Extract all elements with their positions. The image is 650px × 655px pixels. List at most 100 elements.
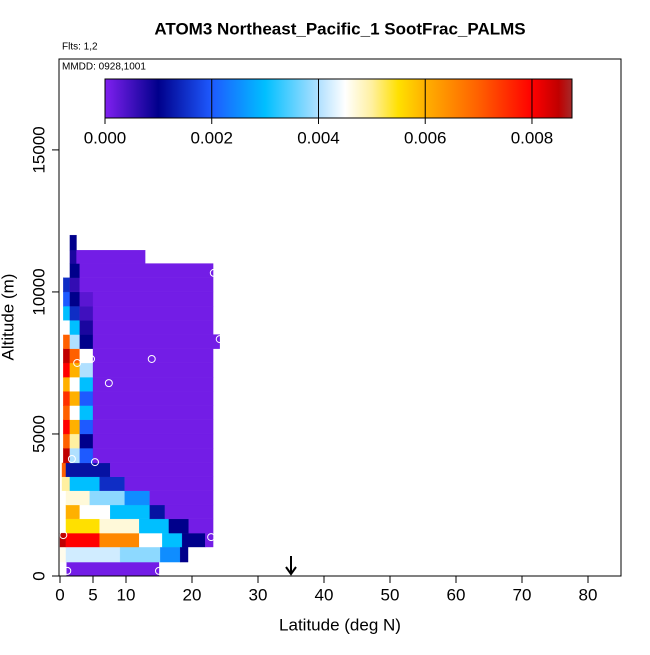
heatmap-cell (63, 433, 71, 449)
heatmap-cell (66, 561, 160, 577)
heatmap-cell (110, 504, 150, 520)
heatmap-cell (79, 320, 94, 335)
heatmap-cell (89, 490, 125, 506)
x-tick-label: 20 (183, 585, 202, 604)
heatmap-cell (92, 433, 214, 449)
heatmap-cell (124, 490, 150, 506)
flight-point (215, 335, 224, 344)
heatmap-cell (69, 377, 80, 392)
heatmap-cell (63, 277, 71, 293)
heatmap-cell (181, 532, 206, 548)
heatmap-cell (79, 377, 94, 392)
heatmap-cell (61, 462, 67, 478)
x-tick-label: 70 (513, 585, 532, 604)
heatmap-cell (69, 320, 80, 335)
heatmap-cell (65, 532, 100, 548)
flights-label: Flts: 1,2 (62, 42, 98, 53)
y-tick-label: 15000 (29, 126, 48, 173)
heatmap-cell (63, 377, 71, 392)
heatmap-cell (59, 546, 67, 563)
heatmap-cell (69, 433, 80, 449)
heatmap-cell (69, 419, 80, 435)
heatmap-cell (92, 320, 214, 335)
heatmap-cell (79, 419, 94, 435)
flight-point (147, 354, 156, 363)
heatmap-cell (168, 518, 189, 534)
x-tick-label: 30 (249, 585, 268, 604)
colorbar-tick-label: 0.008 (511, 128, 554, 147)
heatmap-cell (92, 362, 214, 378)
heatmap-cell (79, 362, 94, 378)
heatmap-cell (61, 476, 71, 491)
heatmap-cell (76, 250, 146, 264)
heatmap-cell (99, 518, 140, 534)
heatmap-cell (160, 546, 181, 563)
heatmap-cell (69, 277, 80, 293)
y-tick-label: 0 (29, 571, 48, 580)
heatmap-cell (162, 532, 183, 548)
heatmap-cell (63, 291, 71, 307)
plot-frame (58, 58, 622, 577)
y-tick-label: 10000 (29, 268, 48, 315)
heatmap-cell (124, 476, 214, 491)
heatmap-cell (92, 419, 214, 435)
heatmap-cell (149, 490, 214, 506)
heatmap-cell (69, 405, 80, 420)
heatmap-cell (110, 462, 214, 478)
heatmap-cell (92, 448, 214, 464)
heatmap-cell (79, 433, 94, 449)
x-tick-label: 10 (117, 585, 136, 604)
heatmap-cell (63, 391, 71, 406)
heatmap-cell (69, 476, 100, 491)
heatmap-cell (79, 263, 214, 278)
flight-point (63, 566, 72, 575)
heatmap-cell (63, 348, 71, 364)
heatmap-cell (63, 334, 71, 349)
heatmap-cell (69, 234, 77, 251)
heatmap-cell (164, 504, 214, 520)
heatmap-cell (99, 476, 125, 491)
heatmap-cell (92, 334, 220, 349)
x-tick-label: 40 (315, 585, 334, 604)
heatmap-cell (92, 291, 214, 307)
colorbar-tick-label: 0.002 (190, 128, 233, 147)
dates-label: MMDD: 0928,1001 (62, 62, 146, 73)
colorbar (104, 78, 573, 119)
heatmap-cell (63, 305, 71, 321)
heatmap-cell (69, 263, 80, 278)
heatmap-cell (63, 419, 71, 435)
heatmap-cell (69, 305, 80, 321)
flight-point (73, 358, 82, 367)
heatmap-cell (63, 405, 71, 420)
heatmap-cell (59, 532, 67, 548)
heatmap-cell (92, 377, 214, 392)
heatmap-cell (139, 518, 170, 534)
heatmap-cell (119, 546, 161, 563)
heatmap-cell (92, 405, 214, 420)
x-axis-label: Latitude (deg N) (279, 615, 401, 634)
flight-point (104, 379, 113, 388)
y-axis-label: Altitude (m) (0, 274, 17, 361)
heatmap-cell (79, 448, 94, 464)
chart-title: ATOM3 Northeast_Pacific_1 SootFrac_PALMS (154, 19, 525, 38)
flight-point (87, 354, 96, 363)
heatmap-cell (179, 546, 189, 563)
heatmap-cell (79, 291, 94, 307)
heatmap-cell (99, 532, 140, 548)
heatmap-cell (139, 532, 163, 548)
heatmap-cell (79, 334, 94, 349)
heatmap-cell (79, 277, 214, 293)
heatmap-cell (79, 305, 94, 321)
x-tick-label: 60 (447, 585, 466, 604)
heatmap-cell (69, 291, 80, 307)
heatmap-cell (188, 518, 214, 534)
y-tick-label: 5000 (29, 415, 48, 453)
flight-point (209, 268, 218, 277)
heatmap-cell (65, 546, 121, 563)
heatmap-cell (65, 462, 111, 478)
flight-point (59, 531, 68, 540)
heatmap-cell (63, 320, 71, 335)
heatmap-cell (92, 305, 214, 321)
